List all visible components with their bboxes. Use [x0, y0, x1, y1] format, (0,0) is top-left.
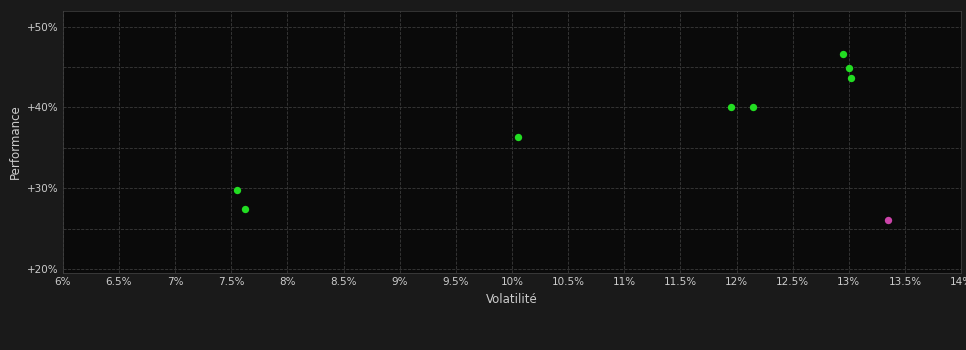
Point — [843, 75, 859, 80]
Point — [237, 206, 252, 212]
Point — [836, 51, 851, 57]
Point — [880, 217, 895, 223]
Point — [746, 105, 761, 110]
Point — [724, 104, 739, 110]
Y-axis label: Performance: Performance — [9, 104, 21, 179]
Point — [841, 65, 857, 71]
Point — [510, 134, 526, 140]
Point — [229, 187, 244, 192]
X-axis label: Volatilité: Volatilité — [486, 293, 538, 306]
